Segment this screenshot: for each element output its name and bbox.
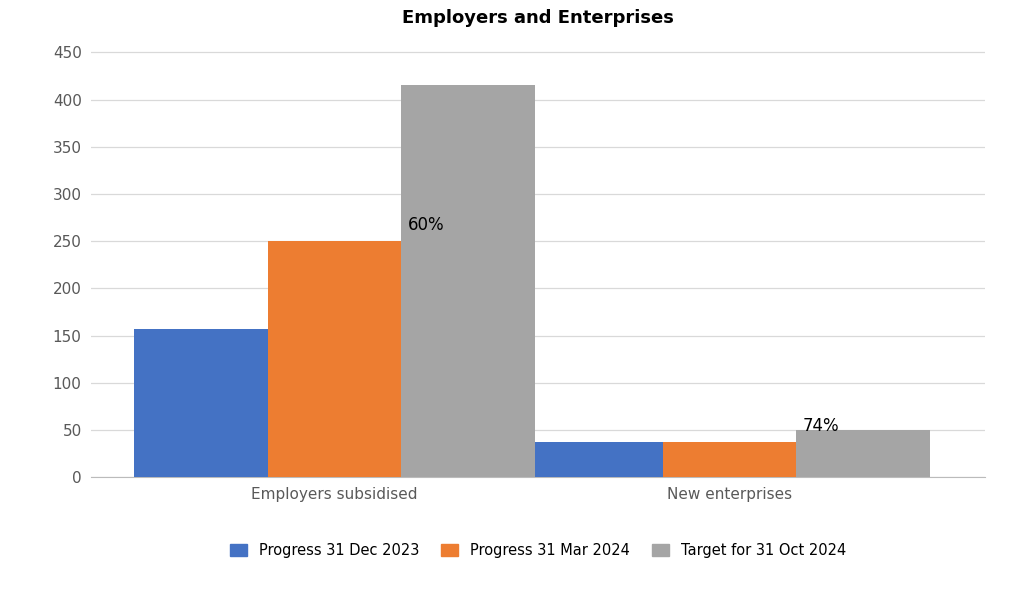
Bar	[268, 241, 401, 477]
Bar	[134, 329, 268, 477]
Bar	[529, 442, 663, 477]
Text: 60%: 60%	[408, 215, 445, 234]
Bar	[796, 430, 930, 477]
Text: 74%: 74%	[803, 417, 839, 435]
Bar	[663, 442, 796, 477]
Bar	[401, 85, 535, 477]
Title: Employers and Enterprises: Employers and Enterprises	[402, 9, 674, 28]
Legend: Progress 31 Dec 2023, Progress 31 Mar 2024, Target for 31 Oct 2024: Progress 31 Dec 2023, Progress 31 Mar 20…	[223, 537, 853, 564]
